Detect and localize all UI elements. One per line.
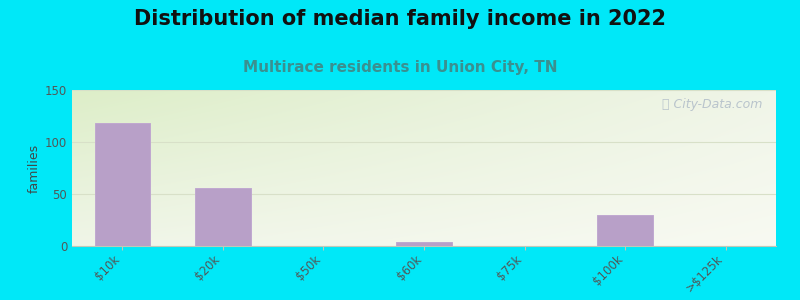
Bar <box>195 188 250 246</box>
Text: ⓘ City-Data.com: ⓘ City-Data.com <box>662 98 762 111</box>
Text: Distribution of median family income in 2022: Distribution of median family income in … <box>134 9 666 29</box>
Bar <box>396 242 452 246</box>
Y-axis label: families: families <box>28 143 41 193</box>
Bar <box>598 215 653 246</box>
Bar <box>94 123 150 246</box>
Text: Multirace residents in Union City, TN: Multirace residents in Union City, TN <box>242 60 558 75</box>
